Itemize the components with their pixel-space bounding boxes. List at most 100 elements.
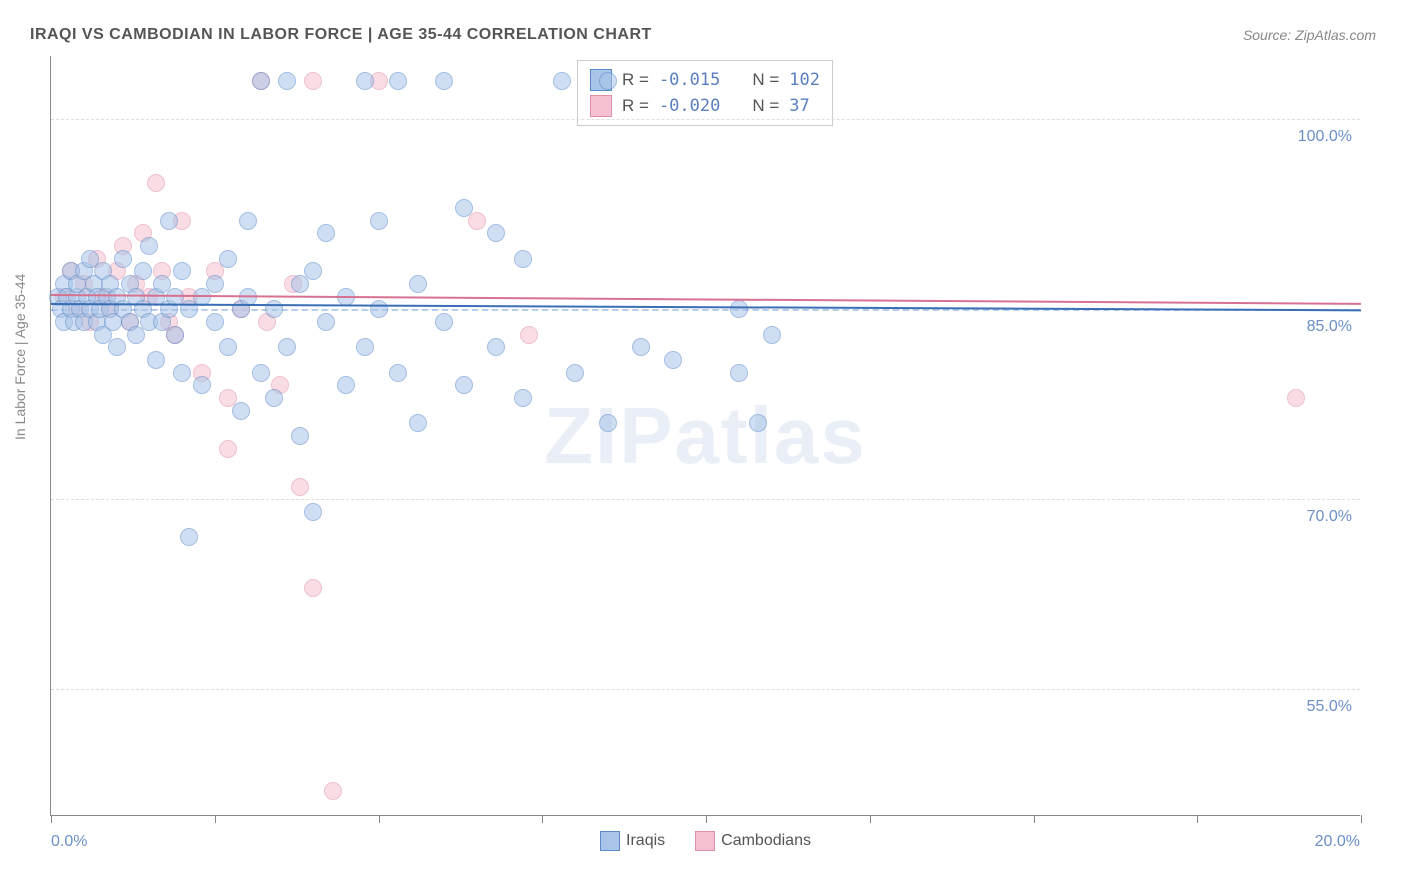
legend-row: R = -0.020 N = 37 [590,93,820,119]
legend-n-label: N = [752,67,779,93]
gridline [51,499,1360,500]
x-tick [870,815,871,823]
x-tick [1197,815,1198,823]
point-iraqi [317,224,335,242]
point-iraqi [291,427,309,445]
point-iraqi [409,275,427,293]
point-iraqi [239,212,257,230]
legend-r-label: R = [622,67,649,93]
point-iraqi [206,275,224,293]
point-iraqi [304,503,322,521]
point-iraqi [166,326,184,344]
x-tick [51,815,52,823]
x-max-label: 20.0% [1315,833,1360,851]
y-tick-label: 85.0% [1307,318,1352,336]
correlation-legend: R = -0.015 N = 102 R = -0.020 N = 37 [577,60,833,126]
point-iraqi [278,338,296,356]
legend-label: Iraqis [626,832,665,849]
point-iraqi [370,300,388,318]
point-iraqi [108,338,126,356]
point-iraqi [389,364,407,382]
point-iraqi [160,212,178,230]
point-iraqi [553,72,571,90]
point-iraqi [599,72,617,90]
point-iraqi [664,351,682,369]
point-iraqi [370,212,388,230]
x-tick [379,815,380,823]
legend-n-value: 102 [789,67,820,93]
point-cambodian [468,212,486,230]
point-iraqi [252,364,270,382]
point-iraqi [730,364,748,382]
source-attribution: Source: ZipAtlas.com [1243,27,1376,43]
y-tick-label: 100.0% [1298,128,1352,146]
series-legend: Iraqis Cambodians [51,831,1360,851]
point-iraqi [514,389,532,407]
legend-swatch [600,831,620,851]
point-iraqi [317,313,335,331]
legend-r-label: R = [622,93,649,119]
point-cambodian [147,174,165,192]
point-iraqi [180,528,198,546]
point-iraqi [134,262,152,280]
point-iraqi [278,72,296,90]
gridline [51,689,1360,690]
point-iraqi [730,300,748,318]
point-cambodian [304,579,322,597]
point-iraqi [435,72,453,90]
y-tick-label: 55.0% [1307,698,1352,716]
x-tick [1034,815,1035,823]
point-iraqi [599,414,617,432]
point-iraqi [219,250,237,268]
point-iraqi [409,414,427,432]
point-iraqi [356,338,374,356]
point-cambodian [219,440,237,458]
point-iraqi [749,414,767,432]
point-cambodian [304,72,322,90]
legend-r-value: -0.015 [659,67,720,93]
point-cambodian [1287,389,1305,407]
point-iraqi [147,351,165,369]
y-axis-label: In Labor Force | Age 35-44 [12,274,28,440]
x-tick [706,815,707,823]
point-iraqi [763,326,781,344]
legend-item: Cambodians [695,831,811,851]
x-tick [542,815,543,823]
point-iraqi [632,338,650,356]
point-iraqi [304,262,322,280]
legend-n-value: 37 [789,93,809,119]
legend-swatch [590,95,612,117]
point-iraqi [337,376,355,394]
point-iraqi [566,364,584,382]
point-iraqi [514,250,532,268]
point-iraqi [173,262,191,280]
watermark: ZIPatlas [544,390,867,482]
chart-title: IRAQI VS CAMBODIAN IN LABOR FORCE | AGE … [30,26,652,44]
point-iraqi [232,402,250,420]
point-iraqi [265,300,283,318]
point-iraqi [252,72,270,90]
point-iraqi [455,376,473,394]
x-tick [215,815,216,823]
point-iraqi [206,313,224,331]
point-iraqi [265,389,283,407]
point-iraqi [173,364,191,382]
point-iraqi [356,72,374,90]
point-iraqi [455,199,473,217]
legend-n-label: N = [752,93,779,119]
y-tick-label: 70.0% [1307,508,1352,526]
point-iraqi [435,313,453,331]
gridline [51,119,1360,120]
legend-item: Iraqis [600,831,665,851]
plot-area: ZIPatlas R =-0.015N =102R =-0.020N = 37 … [50,56,1360,816]
point-iraqi [193,376,211,394]
x-tick [1361,815,1362,823]
legend-r-value: -0.020 [659,93,720,119]
x-min-label: 0.0% [51,833,87,851]
point-iraqi [389,72,407,90]
point-iraqi [487,224,505,242]
point-cambodian [324,782,342,800]
legend-swatch [695,831,715,851]
point-iraqi [114,250,132,268]
point-cambodian [291,478,309,496]
